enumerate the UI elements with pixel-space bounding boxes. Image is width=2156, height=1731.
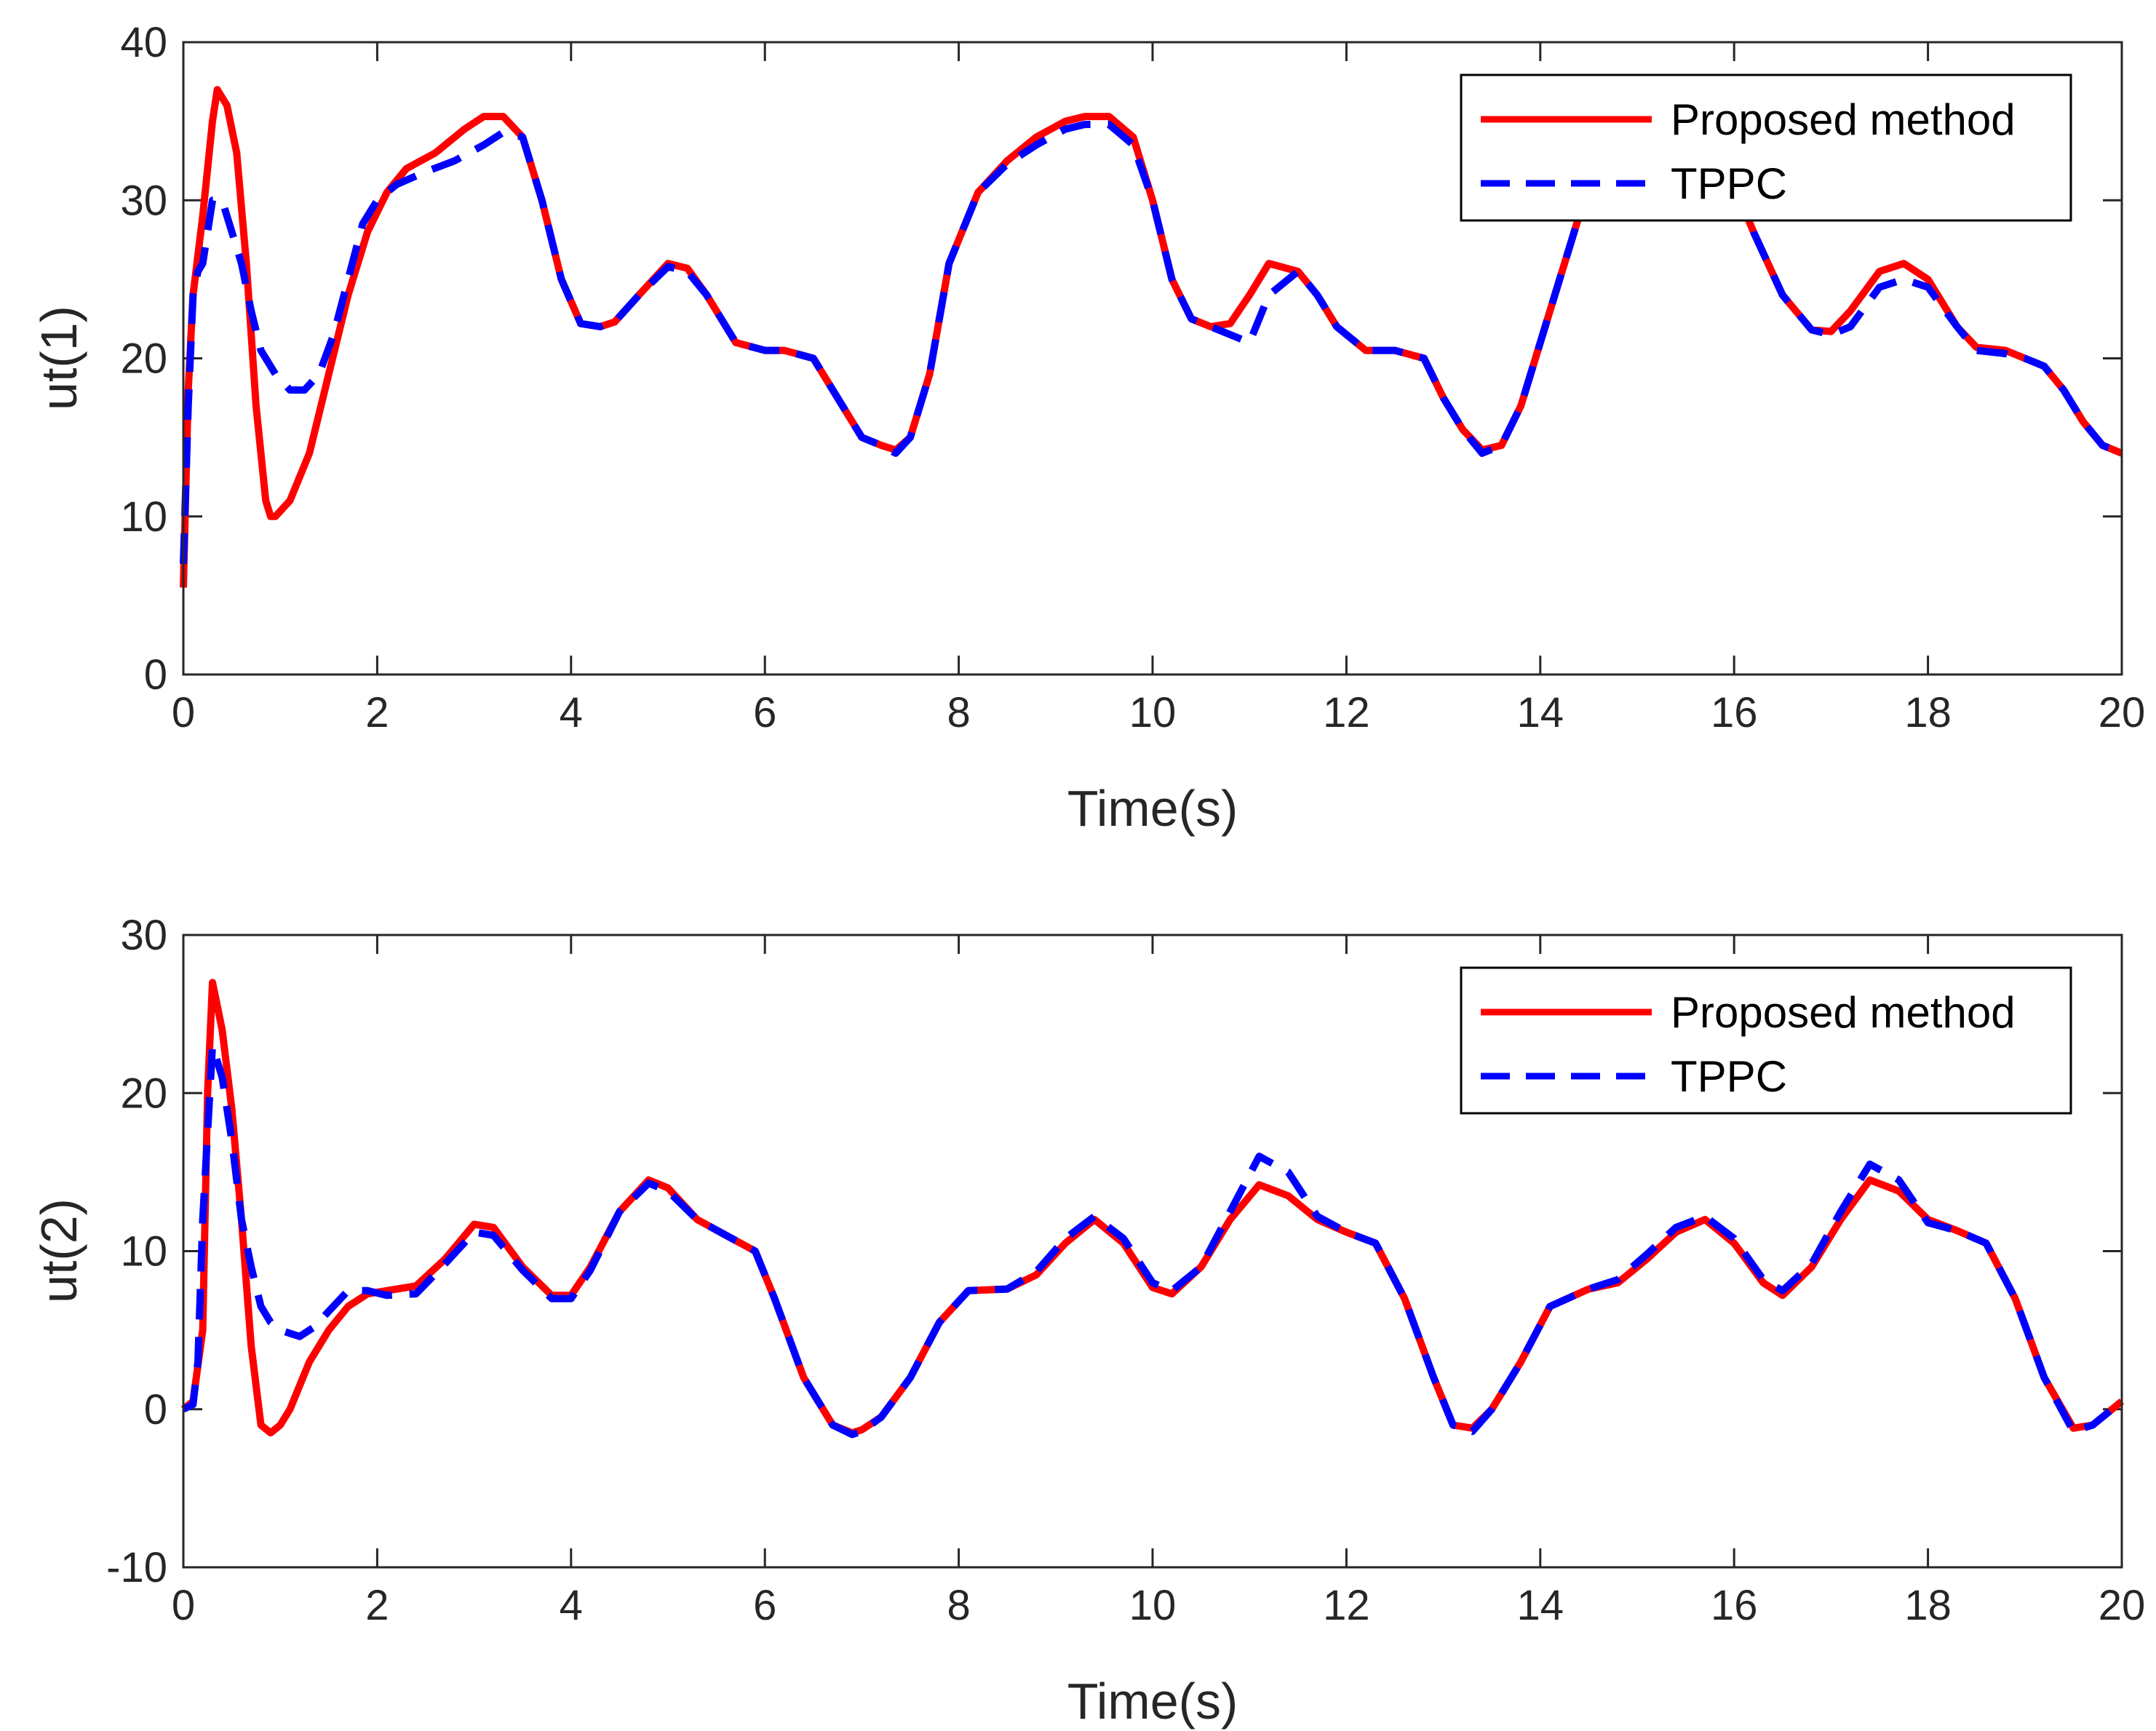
legend-box — [1460, 966, 2072, 1115]
x-tick-label: 4 — [560, 689, 583, 736]
x-ticks: 0 2 4 6 8 10 12 14 16 18 20 — [172, 42, 2145, 736]
x-tick-label: 18 — [1904, 689, 1952, 736]
y-tick-label: 30 — [120, 177, 167, 224]
x-tick-label: 4 — [560, 1582, 583, 1629]
y-tick-label: 30 — [120, 912, 167, 959]
legend-label-proposed-method: Proposed method — [1671, 988, 2016, 1037]
x-tick-label: 14 — [1517, 689, 1564, 736]
axes-box — [182, 41, 2123, 676]
axes-box — [182, 934, 2123, 1569]
legend-label-proposed-method: Proposed method — [1671, 95, 2016, 144]
y-tick-label: 10 — [120, 493, 167, 541]
x-axis-label: Time(s) — [1067, 780, 1238, 837]
y-tick-label: 10 — [120, 1228, 167, 1276]
y-tick-label: 40 — [120, 19, 167, 66]
x-tick-label: 20 — [2099, 1582, 2146, 1629]
legend: Proposed method TPPC — [1460, 73, 2072, 222]
x-tick-label: 16 — [1711, 1582, 1758, 1629]
x-tick-label: 8 — [947, 689, 970, 736]
series-line-tppc — [180, 114, 2123, 565]
y-tick-label: 20 — [120, 1070, 167, 1117]
y-tick-label: 0 — [144, 651, 167, 699]
x-tick-label: 0 — [172, 1582, 195, 1629]
y-ticks: -10 0 10 20 30 — [106, 912, 2122, 1591]
y-axis-label: ut(2) — [31, 1198, 87, 1303]
y-tick-label: 0 — [144, 1386, 167, 1433]
x-tick-label: 20 — [2099, 689, 2146, 736]
series-line-proposed-method — [180, 86, 2123, 588]
x-tick-label: 10 — [1129, 689, 1177, 736]
x-tick-label: 2 — [365, 1582, 389, 1629]
x-tick-label: 10 — [1129, 1582, 1177, 1629]
x-tick-label: 6 — [753, 689, 776, 736]
x-tick-label: 8 — [947, 1582, 970, 1629]
x-tick-label: 14 — [1517, 1582, 1564, 1629]
x-axis-label: Time(s) — [1067, 1673, 1238, 1730]
x-tick-label: 12 — [1323, 689, 1370, 736]
x-ticks: 0 2 4 6 8 10 12 14 16 18 20 — [172, 935, 2145, 1629]
legend-label-tppc: TPPC — [1671, 159, 1787, 208]
x-tick-label: 6 — [753, 1582, 776, 1629]
series-layer — [180, 979, 2125, 1438]
x-tick-label: 12 — [1323, 1582, 1370, 1629]
y-ticks: 0 10 20 30 40 — [120, 19, 2122, 699]
y-tick-label: 20 — [120, 335, 167, 383]
y-tick-label: -10 — [106, 1544, 167, 1591]
legend: Proposed method TPPC — [1460, 966, 2072, 1115]
x-tick-label: 18 — [1904, 1582, 1952, 1629]
x-tick-label: 2 — [365, 689, 389, 736]
legend-box — [1460, 73, 2072, 222]
series-layer — [180, 86, 2123, 588]
x-tick-label: 16 — [1711, 689, 1758, 736]
series-line-tppc — [181, 1042, 2125, 1438]
x-tick-label: 0 — [172, 689, 195, 736]
chart-panel-ut1: 0 2 4 6 8 10 12 14 16 18 20 0 10 20 30 40 Time(s) ut(1… — [31, 19, 2145, 837]
legend-label-tppc: TPPC — [1671, 1052, 1787, 1101]
y-axis-label: ut(1) — [31, 306, 87, 410]
